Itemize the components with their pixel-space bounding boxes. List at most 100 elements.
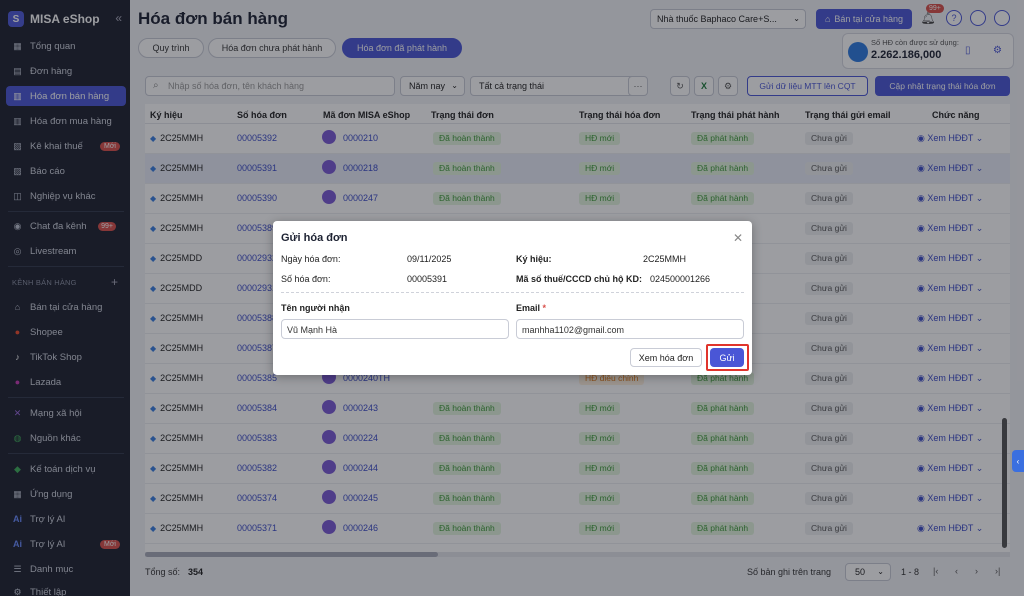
user-avatar-icon[interactable] [970,10,986,26]
invoice-number-link[interactable]: 00005371 [237,523,278,533]
chevron-down-icon[interactable]: ⌄ [973,253,984,263]
invoice-number-link[interactable]: 00005389 [237,223,278,233]
invoice-number-link[interactable]: 00005392 [237,133,278,143]
next-page-icon[interactable]: › [975,566,978,576]
collapse-sidebar-icon[interactable]: « [115,11,122,25]
logo[interactable]: S MISA eShop [0,0,130,38]
prev-page-icon[interactable]: ‹ [955,566,958,576]
view-einvoice-action[interactable]: ◉ Xem HĐĐT ⌄ [917,343,984,353]
chevron-down-icon[interactable]: ⌄ [973,403,984,413]
refresh-icon[interactable]: ↻ [670,76,690,96]
order-code-link[interactable]: 0000244 [343,463,379,473]
sidebar-item-tax[interactable]: ▧ Kê khai thuế Mới [6,136,126,156]
chevron-down-icon[interactable]: ⌄ [973,373,984,383]
chevron-down-icon[interactable]: ⌄ [973,283,984,293]
order-code-link[interactable]: 0000247 [343,193,379,203]
settings-icon[interactable]: ⚙ [718,76,738,96]
view-einvoice-action[interactable]: ◉ Xem HĐĐT ⌄ [917,223,984,233]
close-icon[interactable]: ✕ [732,231,743,245]
chevron-down-icon[interactable]: ⌄ [973,523,984,533]
update-status-button[interactable]: Cập nhật trạng thái hóa đơn [875,76,1010,96]
sidebar-item-lazada[interactable]: ● Lazada [6,372,126,392]
chevron-down-icon[interactable]: ⌄ [973,493,984,503]
sidebar-item-catalog[interactable]: ☰ Danh mục [13,563,74,575]
horizontal-scrollbar[interactable] [145,552,1010,557]
invoice-number-link[interactable]: 00005387 [237,343,278,353]
send-mtt-button[interactable]: Gửi dữ liệu MTT lên CQT [747,76,868,96]
excel-icon[interactable]: X [694,76,714,96]
sidebar-item-orders[interactable]: ▤ Đơn hàng [13,65,73,77]
sidebar-item-misc[interactable]: ◫ Nghiệp vụ khác [13,190,96,202]
order-code-link[interactable]: 0000243 [343,403,379,413]
invoice-number-link[interactable]: 00005385 [237,373,278,383]
sidebar-item-purchase-invoice[interactable]: ▥ Hóa đơn mua hàng [13,115,112,127]
sidebar-item-chat[interactable]: ◉ Chat đa kênh 99+ [6,216,126,236]
sidebar-item-sales-invoice[interactable]: ▥ Hóa đơn bán hàng [6,86,126,106]
tab-process[interactable]: Quy trình [138,38,204,58]
invoice-number-link[interactable]: 00002931 [237,283,278,293]
view-einvoice-action[interactable]: ◉ Xem HĐĐT ⌄ [917,193,984,203]
invoice-number-link[interactable]: 00005391 [237,163,278,173]
invoice-number-link[interactable]: 00005382 [237,463,278,473]
sidebar-item-apps[interactable]: ▦ Ứng dụng [13,488,73,500]
add-channel-icon[interactable]: + [110,275,118,289]
chevron-down-icon[interactable]: ⌄ [973,223,984,233]
sidebar-item-social[interactable]: ✕ Mạng xã hội [13,407,82,419]
order-code-link[interactable]: 0000210 [343,133,379,143]
scroll-thumb[interactable] [145,552,438,557]
table-row[interactable]: ◆ 2C25MMH 00005383 0000224 Đã hoàn thành HĐ m… [145,424,1010,454]
table-row[interactable]: ◆ 2C25MMH 00005392 0000210 Đã hoàn thành HĐ m… [145,124,1010,154]
table-row[interactable]: ◆ 2C25MMH 00005390 0000247 Đã hoàn thành HĐ m… [145,184,1010,214]
first-page-icon[interactable]: |‹ [933,566,939,576]
chevron-down-icon[interactable]: ⌄ [973,463,984,473]
invoice-number-link[interactable]: 00005383 [237,433,278,443]
period-select[interactable]: Năm nay ⌄ [400,76,465,96]
order-code-link[interactable]: 0000240TH [343,373,391,383]
tab-issued[interactable]: Hóa đơn đã phát hành [342,38,462,58]
help-icon[interactable]: ? [946,10,962,26]
store-select[interactable]: Nhà thuốc Baphaco Care+S... ⌄ [650,9,806,29]
order-code-link[interactable]: 0000224 [343,433,379,443]
view-einvoice-action[interactable]: ◉ Xem HĐĐT ⌄ [917,493,984,503]
invoice-number-link[interactable]: 00005390 [237,193,278,203]
view-einvoice-action[interactable]: ◉ Xem HĐĐT ⌄ [917,313,984,323]
sidebar-item-store[interactable]: ⌂ Bán tại cửa hàng [6,297,126,317]
view-einvoice-action[interactable]: ◉ Xem HĐĐT ⌄ [917,373,984,383]
view-einvoice-action[interactable]: ◉ Xem HĐĐT ⌄ [917,433,984,443]
sidebar-item-accounting[interactable]: ◆ Kế toán dịch vụ [6,459,126,479]
sidebar-item-overview[interactable]: ▦ Tổng quan [13,40,76,52]
chevron-down-icon[interactable]: ⌄ [973,343,984,353]
chevron-down-icon[interactable]: ⌄ [973,163,984,173]
per-page-select[interactable]: 50 ⌄ [845,563,891,581]
search-input[interactable]: ⌕ Nhập số hóa đơn, tên khách hàng [145,76,395,96]
sidebar-item-shopee[interactable]: ● Shopee [6,322,126,342]
view-einvoice-action[interactable]: ◉ Xem HĐĐT ⌄ [917,523,984,533]
invoice-number-link[interactable]: 00002932 [237,253,278,263]
bell-icon[interactable]: 🔔︎ [920,11,936,25]
order-code-link[interactable]: 0000246 [343,523,379,533]
chevron-down-icon[interactable]: ⌄ [973,193,984,203]
email-input[interactable]: manhha1102@gmail.com [516,319,744,339]
more-button[interactable]: ··· [628,76,648,96]
vertical-scrollbar[interactable] [1002,418,1007,548]
order-code-link[interactable]: 0000245 [343,493,379,503]
sidebar-item-livestream[interactable]: ◎ Livestream [13,245,77,257]
sidebar-item-ai-assistant[interactable]: Ai Trợ lý AI [13,513,66,525]
table-row[interactable]: ◆ 2C25MMH 00005391 0000218 Đã hoàn thành HĐ m… [145,154,1010,184]
tab-unissued[interactable]: Hóa đơn chưa phát hành [208,38,336,58]
chevron-down-icon[interactable]: ⌄ [973,133,984,143]
sidebar-item-report[interactable]: ▨ Báo cáo [13,165,65,177]
sidebar-item-tiktok[interactable]: ♪ TikTok Shop [6,347,126,367]
gear-icon[interactable]: ⚙ [993,45,1002,56]
order-code-link[interactable]: 0000218 [343,163,379,173]
view-einvoice-action[interactable]: ◉ Xem HĐĐT ⌄ [917,283,984,293]
send-button[interactable]: Gửi [710,348,744,367]
sidebar-item-settings[interactable]: ⚙ Thiết lập [13,586,67,596]
document-icon[interactable]: ▯ [965,45,971,56]
view-invoice-button[interactable]: Xem hóa đơn [630,348,702,367]
table-row[interactable]: ◆ 2C25MMH 00005382 0000244 Đã hoàn thành HĐ m… [145,454,1010,484]
table-row[interactable]: ◆ 2C25MMH 00005371 0000246 Đã hoàn thành HĐ m… [145,514,1010,544]
invoice-number-link[interactable]: 00005388 [237,313,278,323]
invoice-number-link[interactable]: 00005384 [237,403,278,413]
view-einvoice-action[interactable]: ◉ Xem HĐĐT ⌄ [917,163,984,173]
